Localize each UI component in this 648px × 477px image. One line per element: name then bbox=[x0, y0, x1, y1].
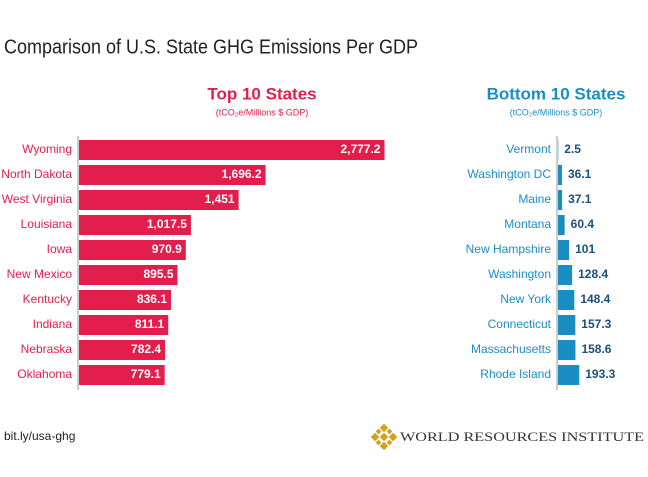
bar bbox=[558, 190, 563, 210]
bar bbox=[79, 165, 266, 185]
bar bbox=[79, 315, 169, 335]
category-label: New York bbox=[500, 292, 552, 306]
bar bbox=[79, 190, 239, 210]
category-label: Maine bbox=[518, 192, 551, 206]
value-label: 128.4 bbox=[578, 267, 608, 281]
category-label: New Mexico bbox=[7, 267, 73, 281]
category-label: Montana bbox=[504, 217, 551, 231]
bar bbox=[558, 290, 575, 310]
category-label: Vermont bbox=[506, 142, 551, 156]
category-label: Rhode Island bbox=[480, 367, 551, 381]
category-label: Nebraska bbox=[21, 342, 73, 356]
value-label: 895.5 bbox=[143, 267, 173, 281]
bar bbox=[558, 165, 562, 185]
category-label: West Virginia bbox=[2, 192, 73, 206]
bar bbox=[79, 290, 171, 310]
source: bit.ly/usa-ghg bbox=[4, 429, 75, 443]
bar bbox=[558, 340, 576, 360]
bar bbox=[79, 140, 385, 160]
panel-subtitle: (tCO₂e/Millions $ GDP) bbox=[216, 107, 309, 117]
value-label: 970.9 bbox=[152, 242, 182, 256]
category-label: New Hampshire bbox=[466, 242, 552, 256]
category-label: Oklahoma bbox=[17, 367, 72, 381]
bar bbox=[558, 215, 565, 235]
bar bbox=[558, 365, 580, 385]
panel-subtitle: (tCO₂e/Millions $ GDP) bbox=[510, 107, 603, 117]
bar bbox=[79, 265, 178, 285]
value-label: 148.4 bbox=[580, 292, 610, 306]
bar bbox=[79, 340, 166, 360]
category-label: Wyoming bbox=[22, 142, 72, 156]
value-label: 1,696.2 bbox=[222, 167, 262, 181]
category-label: Connecticut bbox=[488, 317, 552, 331]
value-label: 779.1 bbox=[131, 367, 161, 381]
category-label: Iowa bbox=[47, 242, 73, 256]
bar bbox=[558, 315, 576, 335]
value-label: 37.1 bbox=[568, 192, 592, 206]
value-label: 101 bbox=[575, 242, 595, 256]
chart-title: Comparison of U.S. State GHG Emissions P… bbox=[4, 36, 418, 58]
value-label: 836.1 bbox=[137, 292, 167, 306]
bar bbox=[79, 365, 165, 385]
category-label: Kentucky bbox=[23, 292, 72, 306]
category-label: Massachusetts bbox=[471, 342, 551, 356]
value-label: 782.4 bbox=[131, 342, 161, 356]
bar bbox=[558, 265, 573, 285]
value-label: 811.1 bbox=[135, 317, 165, 331]
value-label: 2,777.2 bbox=[340, 142, 380, 156]
value-label: 158.6 bbox=[581, 342, 611, 356]
bar bbox=[79, 240, 186, 260]
organization: WORLD RESOURCES INSTITUTE bbox=[400, 429, 644, 444]
panel-title: Top 10 States bbox=[207, 84, 316, 103]
category-label: Washington bbox=[488, 267, 551, 281]
bar bbox=[558, 240, 570, 260]
category-label: North Dakota bbox=[1, 167, 72, 181]
value-label: 193.3 bbox=[585, 367, 615, 381]
value-label: 60.4 bbox=[571, 217, 595, 231]
bar bbox=[79, 215, 191, 235]
category-label: Indiana bbox=[33, 317, 73, 331]
value-label: 1,017.5 bbox=[147, 217, 187, 231]
value-label: 1,451 bbox=[205, 192, 235, 206]
value-label: 157.3 bbox=[581, 317, 611, 331]
value-label: 2.5 bbox=[564, 142, 581, 156]
category-label: Washington DC bbox=[467, 167, 551, 181]
value-label: 36.1 bbox=[568, 167, 592, 181]
category-label: Louisiana bbox=[21, 217, 73, 231]
panel-title: Bottom 10 States bbox=[487, 84, 626, 103]
